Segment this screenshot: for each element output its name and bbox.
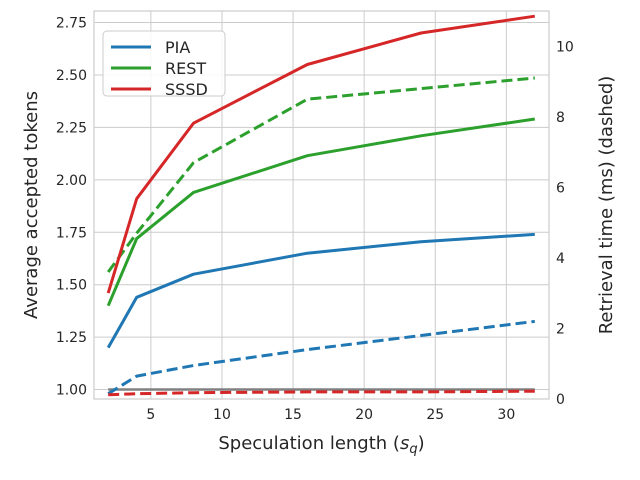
- y-tick-label-right: 2: [556, 321, 565, 337]
- x-tick-label: 20: [355, 407, 373, 423]
- x-axis-label: Speculation length (sq): [218, 433, 424, 457]
- legend-label-pia: PIA: [165, 38, 190, 57]
- y-tick-label-right: 8: [556, 110, 565, 126]
- axes-layer: [93, 10, 550, 400]
- y-tick-label-left: 2.50: [56, 68, 87, 84]
- x-tick-label: 15: [284, 407, 302, 423]
- series-layer: [106, 14, 536, 397]
- series-pia-retrieval-line: [107, 319, 535, 395]
- legend: PIA REST SSSD: [102, 30, 226, 99]
- y-tick-label-left: 2.75: [56, 16, 87, 32]
- series-rest-accepted-line: [106, 117, 536, 307]
- y-tick-label-right: 0: [556, 392, 565, 408]
- x-axis-label-prefix: Speculation length (: [218, 433, 400, 454]
- series-sssd-retrieval-line: [108, 389, 535, 397]
- y-axis-label-left: Average accepted tokens: [21, 91, 42, 319]
- x-tick-label: 5: [146, 407, 155, 423]
- grid: [94, 11, 549, 399]
- x-axis-label-suffix: ): [418, 433, 425, 454]
- y-tick-label-right: 10: [556, 39, 574, 55]
- y-tick-label-left: 1.25: [56, 330, 87, 346]
- y-tick-label-left: 1.50: [56, 278, 87, 294]
- series-rest-retrieval-line: [106, 76, 535, 273]
- y-tick-label-left: 2.00: [56, 173, 87, 189]
- x-tick-label: 10: [213, 407, 231, 423]
- y-tick-label-left: 1.75: [56, 225, 87, 241]
- x-axis-label-var: s: [400, 433, 409, 454]
- y-tick-label-left: 1.00: [56, 383, 87, 399]
- series-sssd-accepted-line: [106, 14, 536, 294]
- x-tick-label: 25: [426, 407, 444, 423]
- plot-frame: [93, 10, 550, 400]
- y-tick-label-right: 4: [556, 251, 565, 267]
- y-axis-label-right: Retrieval time (ms) (dashed): [596, 76, 617, 335]
- legend-label-sssd: SSSD: [165, 80, 208, 99]
- y-tick-label-left: 2.25: [56, 120, 87, 136]
- legend-label-rest: REST: [165, 59, 206, 78]
- series-pia-accepted-line: [106, 232, 535, 349]
- ticks-layer: 5 10 15 20 25 301.001.251.501.752.002.252.502…: [56, 16, 574, 423]
- x-tick-label: 30: [497, 407, 515, 423]
- y-tick-label-right: 6: [556, 180, 565, 196]
- x-axis-label-sub: q: [409, 442, 417, 457]
